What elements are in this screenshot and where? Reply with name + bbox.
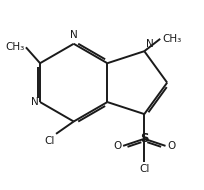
Text: N: N [70, 30, 78, 40]
Text: Cl: Cl [139, 164, 150, 173]
Text: Cl: Cl [44, 136, 54, 146]
Text: N: N [31, 97, 38, 107]
Text: O: O [167, 141, 175, 151]
Text: N: N [146, 40, 154, 49]
Text: O: O [113, 141, 121, 151]
Text: CH₃: CH₃ [5, 42, 24, 52]
Text: S: S [140, 132, 149, 145]
Text: CH₃: CH₃ [162, 34, 181, 44]
